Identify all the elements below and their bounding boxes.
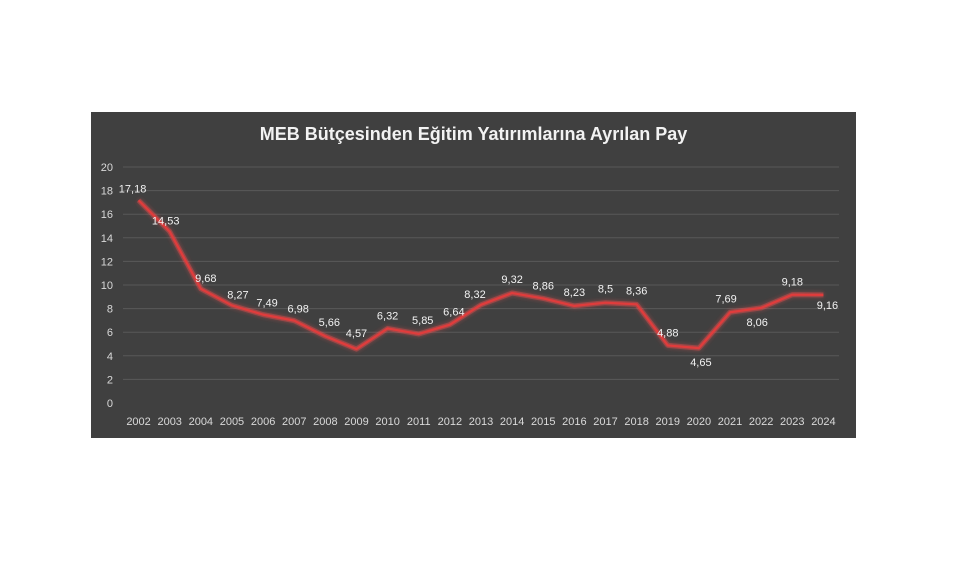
data-label: 6,98 xyxy=(288,304,309,316)
x-tick-label: 2003 xyxy=(157,416,181,428)
data-label: 14,53 xyxy=(152,216,180,228)
data-label: 9,32 xyxy=(501,274,522,286)
y-axis-ticks: 0 2 4 6 8 10 12 14 16 18 20 xyxy=(101,162,113,410)
data-label: 8,06 xyxy=(746,317,767,329)
x-tick-label: 2022 xyxy=(749,416,773,428)
data-label: 5,85 xyxy=(412,315,433,327)
chart-title: MEB Bütçesinden Eğitim Yatırımlarına Ayr… xyxy=(259,124,688,144)
data-label: 17,18 xyxy=(119,183,147,195)
y-tick-label: 14 xyxy=(101,233,113,245)
data-label: 8,86 xyxy=(533,280,554,292)
y-tick-label: 6 xyxy=(107,327,113,339)
y-tick-label: 12 xyxy=(101,256,113,268)
x-tick-label: 2017 xyxy=(593,416,617,428)
y-tick-label: 18 xyxy=(101,186,113,198)
x-tick-label: 2018 xyxy=(624,416,648,428)
x-axis-ticks: 2002 2003 2004 2005 2006 2007 2008 2009 2010 2011… xyxy=(126,416,835,428)
x-tick-label: 2012 xyxy=(438,416,462,428)
x-tick-label: 2004 xyxy=(189,416,213,428)
x-tick-label: 2016 xyxy=(562,416,586,428)
series-line-glow xyxy=(136,198,824,352)
data-label: 9,18 xyxy=(782,277,803,289)
data-label: 8,27 xyxy=(227,289,248,301)
data-label: 4,57 xyxy=(346,328,367,340)
x-tick-label: 2015 xyxy=(531,416,555,428)
data-label: 8,23 xyxy=(564,287,585,299)
y-tick-label: 20 xyxy=(101,162,113,174)
x-tick-label: 2002 xyxy=(126,416,150,428)
series-line xyxy=(137,199,824,351)
x-tick-label: 2019 xyxy=(656,416,680,428)
y-tick-label: 4 xyxy=(107,351,113,363)
data-label: 9,68 xyxy=(195,273,216,285)
x-tick-label: 2023 xyxy=(780,416,804,428)
x-tick-label: 2006 xyxy=(251,416,275,428)
x-tick-label: 2010 xyxy=(375,416,399,428)
data-label: 7,69 xyxy=(715,293,736,305)
y-tick-label: 16 xyxy=(101,209,113,221)
data-label: 7,49 xyxy=(256,298,277,310)
x-tick-label: 2011 xyxy=(407,416,431,428)
x-tick-label: 2020 xyxy=(687,416,711,428)
y-tick-label: 8 xyxy=(107,304,113,316)
x-tick-label: 2005 xyxy=(220,416,244,428)
x-tick-label: 2014 xyxy=(500,416,524,428)
chart-panel: MEB Bütçesinden Eğitim Yatırımlarına Ayr… xyxy=(91,112,856,438)
x-tick-label: 2008 xyxy=(313,416,337,428)
data-label: 5,66 xyxy=(319,317,340,329)
y-tick-label: 10 xyxy=(101,280,113,292)
x-tick-label: 2007 xyxy=(282,416,306,428)
data-label: 4,65 xyxy=(690,357,711,369)
x-tick-label: 2013 xyxy=(469,416,493,428)
data-label: 8,36 xyxy=(626,285,647,297)
data-label: 8,5 xyxy=(598,284,613,296)
data-label: 6,64 xyxy=(443,307,464,319)
grid-lines xyxy=(123,166,839,380)
data-labels: 17,18 14,53 9,68 8,27 7,49 6,98 5,66 4,57 6,32 5,… xyxy=(119,183,838,369)
x-tick-label: 2009 xyxy=(344,416,368,428)
data-label: 4,88 xyxy=(657,327,678,339)
series-line-group xyxy=(136,198,824,352)
x-tick-label: 2024 xyxy=(811,416,835,428)
y-tick-label: 0 xyxy=(107,398,113,410)
data-label: 8,32 xyxy=(464,289,485,301)
y-tick-label: 2 xyxy=(107,374,113,386)
x-tick-label: 2021 xyxy=(718,416,742,428)
data-label: 6,32 xyxy=(377,310,398,322)
data-label: 9,16 xyxy=(817,300,838,312)
